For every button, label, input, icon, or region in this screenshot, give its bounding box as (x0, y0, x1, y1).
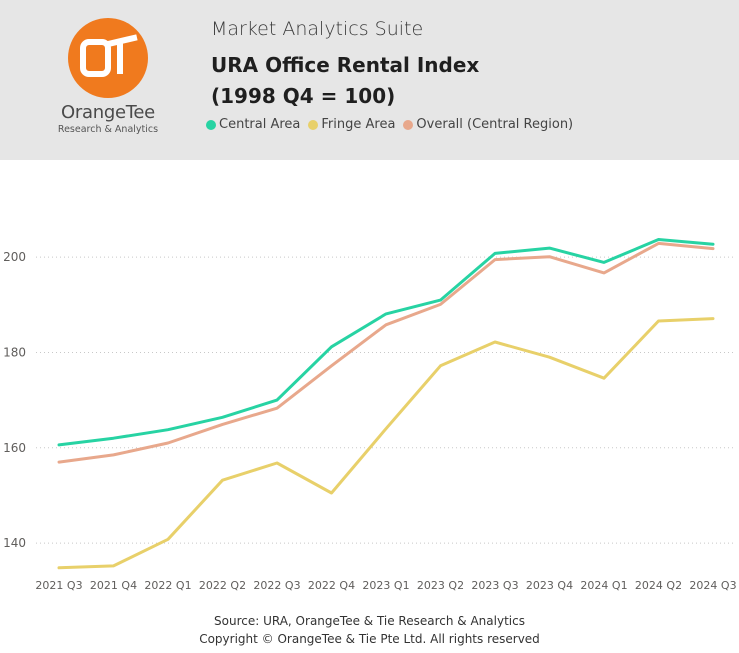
x-tick-label: 2024 Q2 (635, 579, 682, 592)
series-line-overall[interactable] (57, 241, 715, 464)
x-tick-label: 2024 Q1 (580, 579, 627, 592)
y-tick-label-180: 180 (3, 345, 26, 359)
y-tick-label-200: 200 (3, 250, 26, 264)
series-line-fringe[interactable] (57, 317, 715, 570)
logo-brand-name: OrangeTee (61, 102, 155, 123)
x-axis-ticks: 2021 Q3 2021 Q4 2022 Q1 2022 Q2 2022 Q3 2022 … (35, 579, 736, 592)
y-tick-label-140: 140 (3, 536, 26, 550)
source-note: Source: URA, OrangeTee & Tie Research & … (214, 614, 525, 628)
orangetee-logo: OrangeTee Research & Analytics (52, 18, 164, 135)
x-tick-label: 2022 Q1 (144, 579, 191, 592)
x-tick-label: 2023 Q2 (417, 579, 464, 592)
legend-item-fringe[interactable]: Fringe Area (308, 117, 395, 132)
series-lines (57, 238, 715, 570)
x-tick-label: 2021 Q4 (90, 579, 137, 592)
legend-marker-overall (403, 119, 414, 130)
ot-logo-icon (68, 18, 148, 98)
report-header: OrangeTee Research & Analytics Market An… (0, 0, 739, 160)
legend-label-fringe: Fringe Area (321, 117, 396, 132)
y-tick-label-160: 160 (3, 441, 26, 455)
x-tick-label: 2023 Q4 (526, 579, 573, 592)
legend-label-central: Central Area (219, 117, 301, 132)
chart-title-line1: URA Office Rental Index (211, 53, 480, 77)
x-tick-label: 2022 Q2 (199, 579, 246, 592)
suite-label: Market Analytics Suite (211, 18, 424, 40)
x-tick-label: 2023 Q1 (362, 579, 409, 592)
legend-item-central[interactable]: Central Area (206, 117, 300, 132)
series-line-central[interactable] (57, 238, 715, 447)
x-tick-label: 2021 Q3 (35, 579, 82, 592)
chart-title: URA Office Rental Index (1998 Q4 = 100) (211, 50, 611, 112)
chart-footer: Source: URA, OrangeTee & Tie Research & … (0, 612, 739, 648)
y-axis-ticks: 140 160 180 200 (3, 250, 26, 550)
legend-marker-central (206, 119, 216, 130)
legend-label-overall: Overall (Central Region) (416, 117, 574, 132)
x-tick-label: 2022 Q4 (308, 579, 355, 592)
line-chart: 140 160 180 200 2021 Q3 2021 Q4 2022 Q1 2022 Q… (3, 238, 737, 592)
copyright-note: Copyright © OrangeTee & Tie Pte Ltd. All… (199, 632, 540, 646)
logo-tagline: Research & Analytics (57, 124, 159, 135)
legend-marker-fringe (308, 119, 319, 130)
x-tick-label: 2023 Q3 (471, 579, 518, 592)
chart-title-line2: (1998 Q4 = 100) (211, 84, 396, 108)
x-tick-label: 2024 Q3 (689, 579, 736, 592)
x-tick-label: 2022 Q3 (253, 579, 300, 592)
chart-legend: Central Area Fringe Area Overall (Centra… (206, 117, 573, 132)
legend-item-overall[interactable]: Overall (Central Region) (403, 117, 573, 132)
gridlines (36, 256, 734, 544)
